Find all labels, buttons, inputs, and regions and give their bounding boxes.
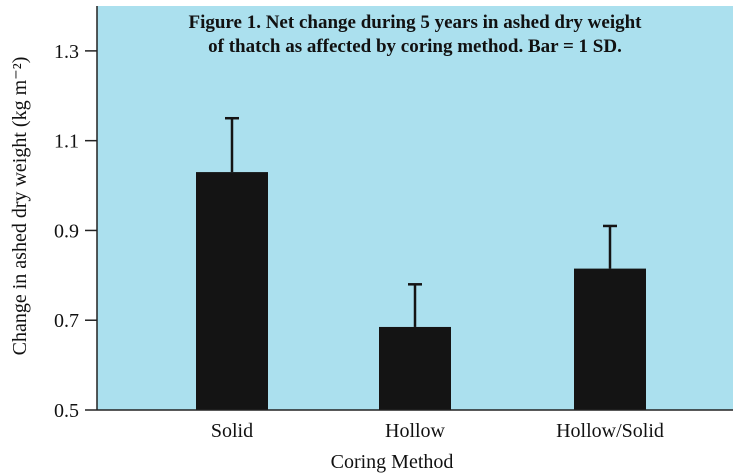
bar-hollow-solid xyxy=(574,268,646,410)
bar-hollow xyxy=(379,326,451,410)
y-tick-label: 1.1 xyxy=(54,131,79,153)
chart-title-line-2: of thatch as affected by coring method. … xyxy=(208,36,622,57)
y-tick-label: 0.7 xyxy=(54,310,79,332)
y-tick-label: 0.9 xyxy=(54,220,79,242)
x-category-label: Solid xyxy=(211,420,253,442)
y-tick-label: 1.3 xyxy=(54,41,79,63)
chart-title-line-1: Figure 1. Net change during 5 years in a… xyxy=(188,12,642,33)
x-axis-title: Coring Method xyxy=(331,451,454,473)
category-labels-layer: Solid Hollow Hollow/Solid xyxy=(211,420,664,442)
y-ticks-layer: 0.5 0.7 0.9 1.1 1.3 xyxy=(54,41,97,422)
x-category-label: Hollow/Solid xyxy=(556,420,664,442)
bar-solid xyxy=(196,172,268,410)
y-axis-title: Change in ashed dry weight (kg m⁻²) xyxy=(9,57,31,356)
error-bars-layer xyxy=(225,116,617,327)
x-category-label: Hollow xyxy=(385,420,446,442)
y-tick-label: 0.5 xyxy=(54,400,79,422)
bars-layer xyxy=(196,172,646,410)
